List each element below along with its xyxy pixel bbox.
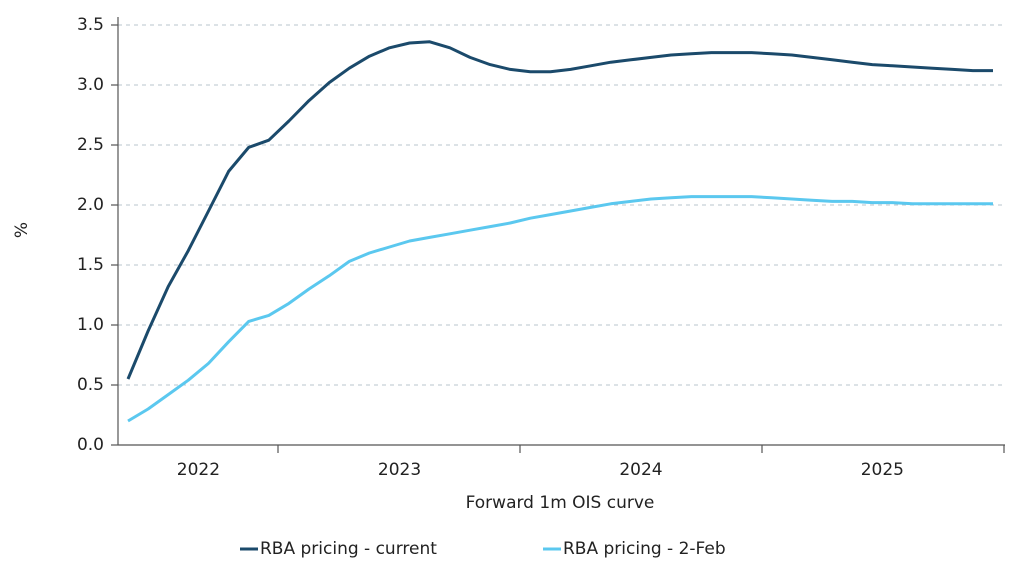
x-tick-label: 2023 [378, 460, 421, 480]
y-tick-label: 3.0 [77, 75, 104, 95]
y-axis-title: % [12, 222, 32, 238]
y-tick-label: 0.5 [77, 375, 104, 395]
y-tick-label: 3.5 [77, 15, 104, 35]
y-tick-label: 2.0 [77, 195, 104, 215]
x-axis-title: Forward 1m OIS curve [466, 493, 655, 513]
y-tick-label: 0.0 [77, 435, 104, 455]
y-tick-label: 2.5 [77, 135, 104, 155]
legend-label: RBA pricing - 2-Feb [563, 539, 726, 559]
series-line [127, 195, 993, 423]
y-tick-label: 1.0 [77, 315, 104, 335]
series-line [126, 40, 993, 380]
y-tick-label: 1.5 [77, 255, 104, 275]
x-tick-label: 2025 [861, 460, 904, 480]
x-tick-label: 2024 [619, 460, 662, 480]
x-tick-label: 2022 [177, 460, 220, 480]
legend-label: RBA pricing - current [260, 539, 437, 559]
